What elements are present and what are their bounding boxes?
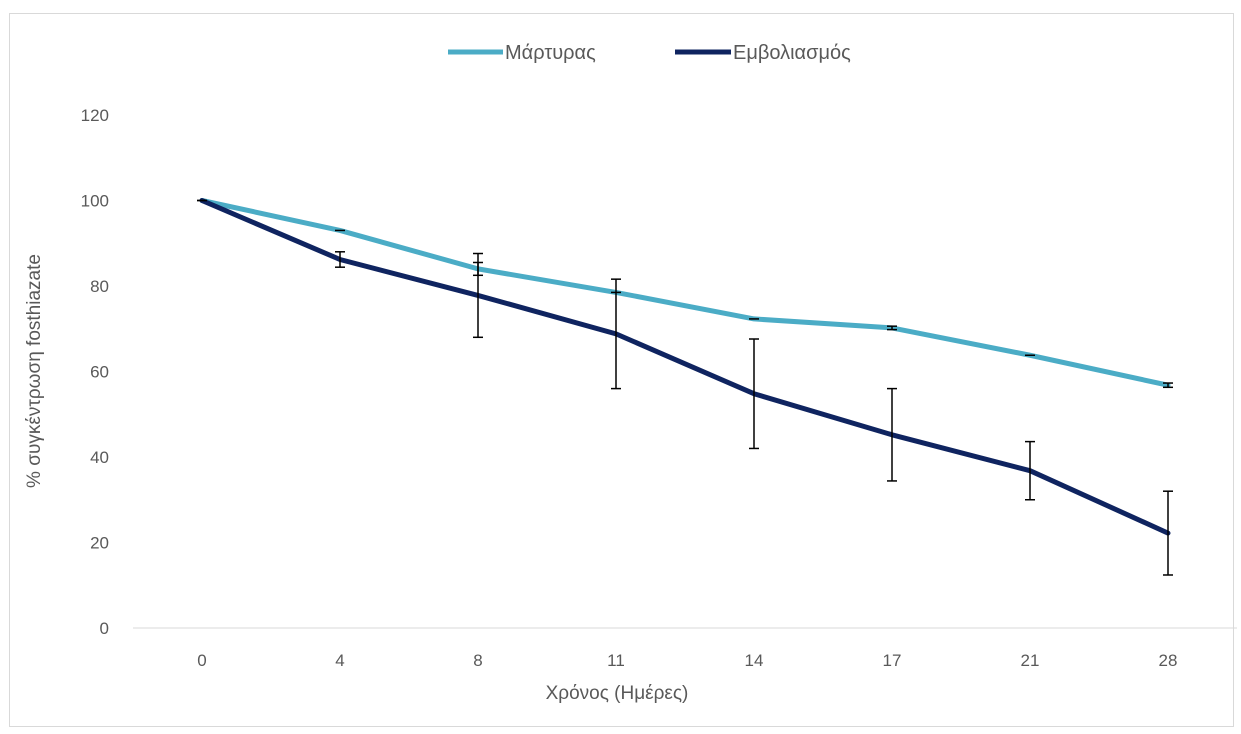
error-bar bbox=[1163, 490, 1173, 576]
y-tick-label: 0 bbox=[100, 619, 109, 638]
series-line-1 bbox=[199, 198, 1171, 536]
y-tick-label: 100 bbox=[81, 192, 109, 211]
error-bar bbox=[611, 278, 621, 390]
x-axis-title: Χρόνος (Ημέρες) bbox=[546, 683, 689, 704]
y-tick-label: 60 bbox=[90, 363, 109, 382]
x-tick-label: 8 bbox=[473, 651, 482, 670]
error-bar bbox=[335, 251, 345, 268]
x-tick-label: 4 bbox=[335, 651, 344, 670]
x-tick-label: 11 bbox=[607, 651, 625, 670]
error-bar bbox=[1163, 382, 1173, 389]
series-line-0 bbox=[199, 198, 1171, 388]
x-tick-label: 21 bbox=[1021, 651, 1040, 670]
series-layer bbox=[199, 198, 1171, 536]
x-tick-label: 14 bbox=[745, 651, 764, 670]
y-tick-label: 40 bbox=[90, 448, 109, 467]
legend-label-emvoliasmos: Εμβολιασμός bbox=[733, 42, 851, 64]
error-bar bbox=[1025, 440, 1035, 501]
error-bar bbox=[473, 252, 483, 339]
legend: Μάρτυρας Εμβολιασμός bbox=[448, 42, 851, 64]
y-axis-ticks: 0 20 40 60 80 100 120 bbox=[81, 106, 109, 638]
x-tick-label: 17 bbox=[883, 651, 902, 670]
error-bar-layer bbox=[197, 199, 1173, 576]
legend-label-martyras: Μάρτυρας bbox=[505, 42, 596, 64]
error-bar bbox=[749, 338, 759, 450]
error-bar bbox=[887, 325, 897, 331]
y-axis-title: % συγκέντρωση fosthiazate bbox=[24, 254, 45, 488]
chart-frame bbox=[9, 13, 1234, 727]
error-bar bbox=[887, 387, 897, 482]
y-tick-label: 80 bbox=[90, 277, 109, 296]
y-tick-label: 20 bbox=[90, 534, 109, 553]
y-tick-label: 120 bbox=[81, 106, 109, 125]
x-tick-label: 0 bbox=[197, 651, 206, 670]
x-tick-label: 28 bbox=[1159, 651, 1178, 670]
x-axis-ticks: 0 4 8 11 14 17 21 28 bbox=[197, 651, 1177, 670]
